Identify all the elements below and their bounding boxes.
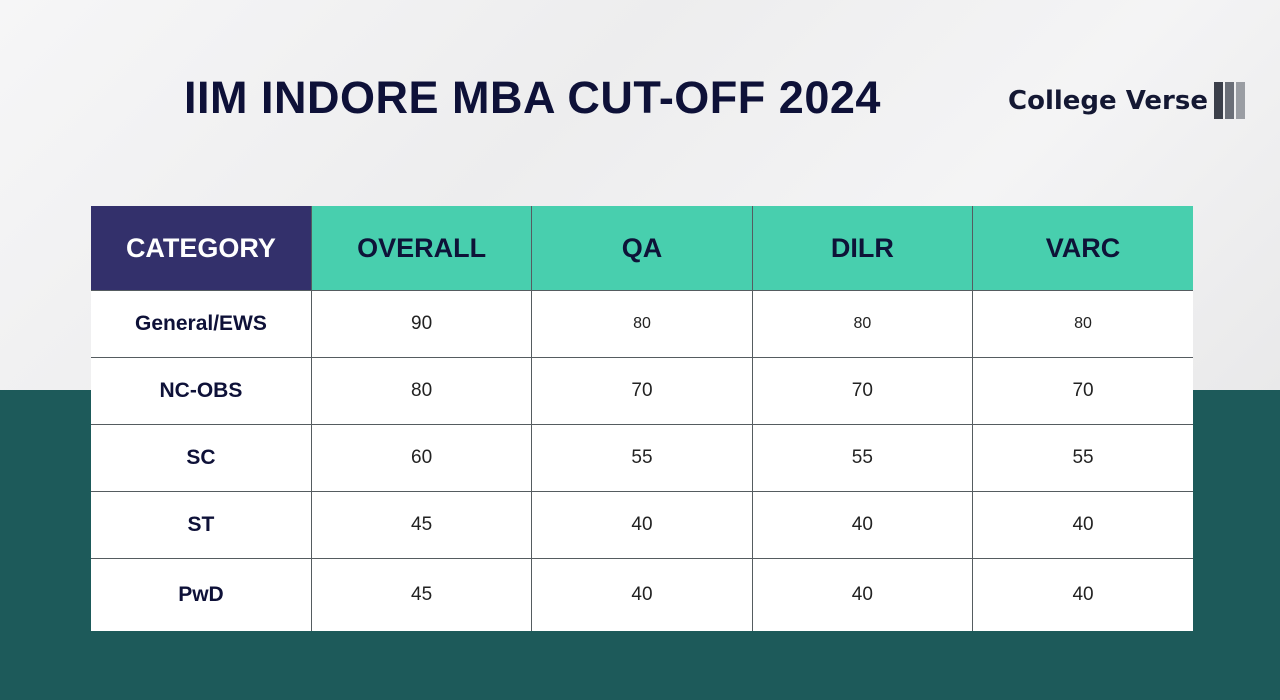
category-cell: General/EWS [91, 290, 312, 358]
qa-cell: 80 [531, 290, 753, 358]
dilr-cell: 80 [751, 290, 974, 358]
table-row: PwD 45 40 40 40 [91, 558, 1193, 631]
brand-logo: College Verse [1008, 82, 1245, 119]
varc-cell: 55 [972, 424, 1193, 492]
header-qa: QA [531, 206, 753, 291]
overall-cell: 80 [310, 357, 533, 425]
qa-cell: 40 [531, 491, 753, 559]
overall-cell: 90 [310, 290, 533, 358]
table-header-row: CATEGORY OVERALL QA DILR VARC [91, 206, 1193, 291]
qa-cell: 55 [531, 424, 753, 492]
overall-cell: 45 [310, 558, 533, 631]
overall-cell: 45 [310, 491, 533, 559]
cutoff-table: CATEGORY OVERALL QA DILR VARC General/EW… [91, 206, 1193, 631]
table-row: NC-OBS 80 70 70 70 [91, 357, 1193, 425]
qa-cell: 70 [531, 357, 753, 425]
header-varc: VARC [972, 206, 1193, 291]
category-cell: NC-OBS [91, 357, 312, 425]
dilr-cell: 40 [751, 558, 974, 631]
table-row: SC 60 55 55 55 [91, 424, 1193, 492]
header-dilr: DILR [751, 206, 974, 291]
dilr-cell: 55 [751, 424, 974, 492]
brand-bars-icon [1213, 82, 1245, 119]
category-cell: SC [91, 424, 312, 492]
varc-cell: 40 [972, 491, 1193, 559]
table-row: ST 45 40 40 40 [91, 491, 1193, 559]
varc-cell: 40 [972, 558, 1193, 631]
qa-cell: 40 [531, 558, 753, 631]
category-cell: PwD [91, 558, 312, 631]
header-category: CATEGORY [91, 206, 312, 291]
category-cell: ST [91, 491, 312, 559]
dilr-cell: 70 [751, 357, 974, 425]
table-row: General/EWS 90 80 80 80 [91, 290, 1193, 358]
overall-cell: 60 [310, 424, 533, 492]
header-overall: OVERALL [310, 206, 533, 291]
page-title: IIM INDORE MBA CUT-OFF 2024 [184, 72, 881, 123]
brand-name: College Verse [1008, 85, 1208, 116]
varc-cell: 80 [972, 290, 1193, 358]
varc-cell: 70 [972, 357, 1193, 425]
dilr-cell: 40 [751, 491, 974, 559]
